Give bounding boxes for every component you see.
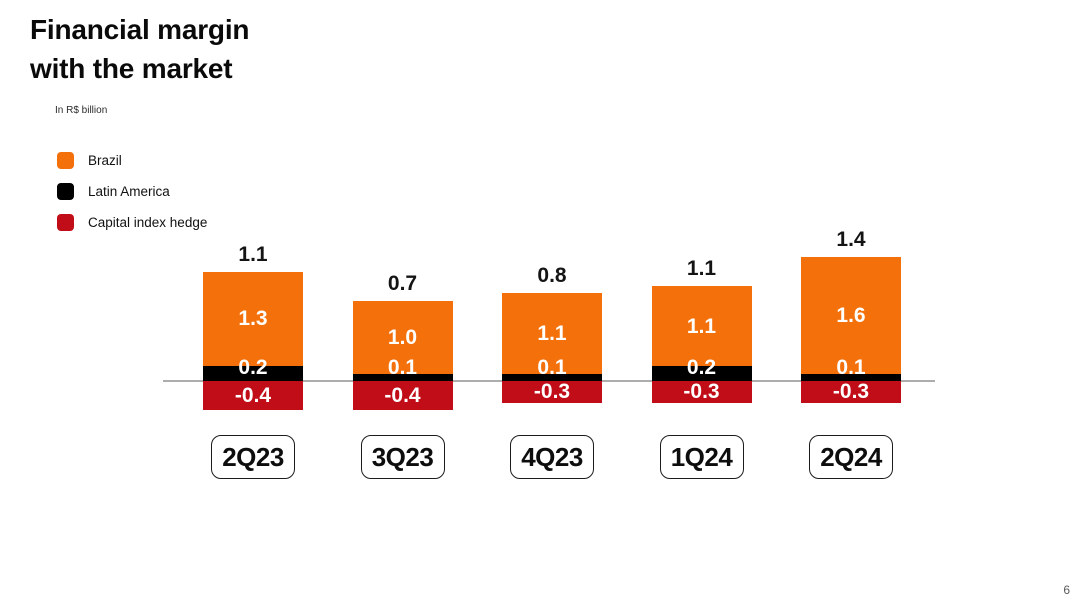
legend-swatch-icon: [57, 214, 74, 231]
page-subtitle: In R$ billion: [55, 105, 108, 116]
bar-segment-latin-america-3Q23: [352, 373, 453, 381]
bar-segment-capital-index-hedge-3Q23: -0.4: [352, 381, 453, 411]
category-label: 2Q24: [820, 441, 882, 472]
bar-value-latin-america: 0.2: [686, 356, 717, 379]
bar-value-latin-america: 0.2: [238, 356, 268, 379]
bar-segment-brazil-4Q23: 1.1: [502, 293, 602, 374]
bar-segment-capital-index-hedge-1Q24: -0.3: [651, 380, 752, 404]
bar-value-brazil: 1.3: [238, 307, 268, 331]
bar-value-capital-index-hedge: -0.4: [234, 384, 272, 408]
legend-item-capital-index-hedge: Capital index hedge: [57, 214, 207, 231]
category-label: 1Q24: [670, 441, 733, 472]
legend-label: Capital index hedge: [88, 215, 208, 230]
bar-value-latin-america: 0.1: [537, 356, 567, 379]
category-box-1Q24: 1Q24: [659, 435, 744, 479]
bar-segment-brazil-2Q24: 1.6: [801, 256, 901, 374]
bar-segment-capital-index-hedge-2Q24: -0.3: [801, 381, 901, 403]
legend-label: Latin America: [88, 184, 170, 199]
legend-label: Brazil: [88, 153, 122, 168]
bar-segment-latin-america-1Q24: [651, 366, 752, 381]
bar-segment-capital-index-hedge-4Q23: -0.3: [502, 381, 602, 403]
category-label: 2Q23: [222, 441, 284, 472]
bar-segment-latin-america-4Q23: [502, 373, 602, 381]
category-box-4Q23: 4Q23: [510, 435, 594, 479]
bar-segment-capital-index-hedge-2Q23: -0.4: [203, 381, 303, 411]
bar-value-brazil: 1.6: [836, 303, 866, 327]
bar-value-latin-america: 0.1: [387, 356, 418, 379]
bar-value-brazil: 1.1: [537, 322, 567, 346]
bar-value-capital-index-hedge: -0.3: [533, 380, 571, 404]
page-title-line1: Financial margin: [30, 14, 250, 45]
bar-value-brazil: 1.1: [686, 314, 717, 338]
bar-total-label-1Q24: 1.1: [686, 257, 717, 281]
bar-total-label-3Q23: 0.7: [387, 271, 418, 295]
legend-swatch-icon: [57, 183, 74, 200]
bar-segment-brazil-3Q23: 1.0: [352, 300, 453, 374]
bar-total-label-4Q23: 0.8: [537, 264, 567, 288]
page-number: 6: [1063, 583, 1070, 597]
bar-value-brazil: 1.0: [387, 325, 418, 349]
page-title-line2: with the market: [30, 53, 233, 84]
bar-value-capital-index-hedge: -0.4: [384, 384, 421, 408]
category-box-2Q24: 2Q24: [809, 435, 893, 479]
bar-value-latin-america: 0.1: [836, 356, 866, 379]
category-box-2Q23: 2Q23: [211, 435, 295, 479]
legend-item-latin-america: Latin America: [57, 183, 207, 200]
bar-total-label-2Q24: 1.4: [836, 227, 866, 251]
bar-segment-brazil-2Q23: 1.3: [203, 271, 303, 367]
bar-segment-latin-america-2Q24: [801, 373, 901, 381]
category-label: 3Q23: [371, 441, 434, 472]
category-box-3Q23: 3Q23: [360, 435, 445, 479]
category-label: 4Q23: [521, 441, 583, 472]
bar-total-label-2Q23: 1.1: [238, 242, 268, 266]
page-title: Financial margin with the market: [30, 10, 249, 88]
bar-segment-latin-america-2Q23: [203, 366, 303, 381]
legend-item-brazil: Brazil: [57, 152, 207, 169]
bar-segment-brazil-1Q24: 1.1: [651, 286, 752, 367]
legend-swatch-icon: [57, 152, 74, 169]
chart-legend: Brazil Latin America Capital index hedge: [57, 152, 207, 245]
bar-value-capital-index-hedge: -0.3: [832, 380, 870, 404]
bar-value-capital-index-hedge: -0.3: [683, 380, 720, 404]
